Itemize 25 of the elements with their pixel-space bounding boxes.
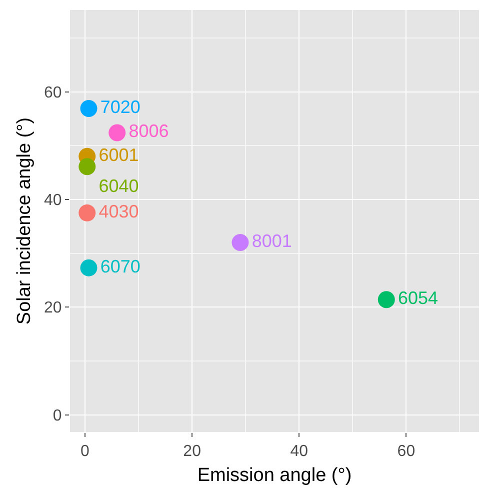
x-tick-label: 20 xyxy=(183,443,202,460)
series-label: 8001 xyxy=(252,231,292,252)
y-tick-label: 0 xyxy=(52,407,62,424)
y-tick-label: 60 xyxy=(44,84,62,102)
series-label: 6001 xyxy=(98,144,139,165)
x-tick-label: 0 xyxy=(80,443,90,460)
series-label: 7020 xyxy=(100,97,140,117)
series-label: 6040 xyxy=(98,176,139,196)
x-axis-title: Emission angle (°) xyxy=(197,465,352,486)
point xyxy=(232,234,249,252)
point xyxy=(78,158,96,176)
point xyxy=(80,259,98,276)
x-tick-label: 60 xyxy=(397,443,416,460)
point xyxy=(108,124,126,142)
y-tick-label: 40 xyxy=(44,192,62,210)
series-label: 8006 xyxy=(128,121,169,142)
point xyxy=(80,100,98,117)
y-tick-label: 20 xyxy=(44,300,62,317)
series-label: 6054 xyxy=(398,288,438,308)
point xyxy=(378,291,395,308)
series-label: 4030 xyxy=(98,201,139,222)
x-tick-label: 40 xyxy=(290,443,308,460)
y-axis-title: Solar incidence angle (°) xyxy=(14,117,35,325)
point xyxy=(78,204,96,222)
series-label: 6070 xyxy=(100,256,140,276)
